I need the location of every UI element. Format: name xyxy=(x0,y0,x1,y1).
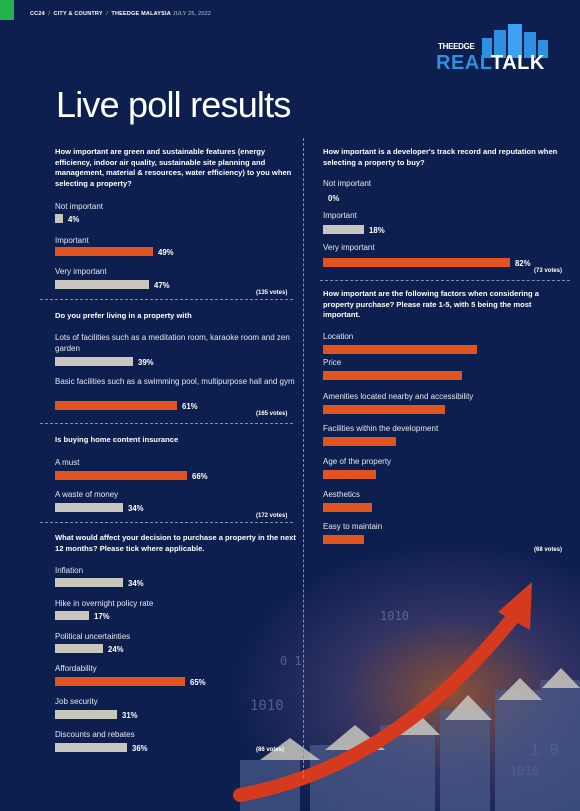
option-bar xyxy=(323,345,477,354)
option-bar xyxy=(55,247,153,256)
option-bar xyxy=(55,503,123,512)
option-percent: 82% xyxy=(514,258,531,268)
vote-count: (86 votes) xyxy=(256,747,285,753)
option-label: Not important xyxy=(323,179,372,188)
option-percent: 36% xyxy=(132,743,148,753)
section-divider xyxy=(40,423,293,424)
running-header: CC24 / CITY & COUNTRY / THEEDGE MALAYSIA… xyxy=(30,11,212,17)
section-divider xyxy=(320,280,570,281)
option-label: Not important xyxy=(55,202,104,211)
poll-question: Do you prefer living in a property with xyxy=(55,311,192,320)
poll-question: How important are the following factors … xyxy=(323,289,540,320)
vote-count: (135 votes) xyxy=(256,290,288,296)
publication-name: THEEDGE MALAYSIA xyxy=(111,11,171,17)
option-bar xyxy=(55,214,63,223)
option-label: Age of the property xyxy=(323,457,392,466)
option-bar xyxy=(323,535,364,544)
vote-count: (68 votes) xyxy=(534,547,563,553)
option-label: A must xyxy=(55,458,80,467)
option-percent: 34% xyxy=(128,578,144,588)
column-divider xyxy=(303,138,304,778)
option-label: Easy to maintain xyxy=(323,522,383,531)
option-label: Very important xyxy=(323,243,375,252)
option-bar xyxy=(55,280,149,289)
option-bar xyxy=(323,503,372,512)
option-percent: 65% xyxy=(190,677,206,687)
option-label: Lots of facilities such as a meditation … xyxy=(55,333,290,353)
logo-real: REAL xyxy=(436,52,491,74)
option-label: Hike in overnight policy rate xyxy=(55,599,154,608)
logo-talk: TALK xyxy=(490,52,545,74)
option-label: Discounts and rebates xyxy=(55,730,135,739)
section-divider xyxy=(40,522,293,523)
skyline-logo-icon xyxy=(482,24,548,58)
vote-count: (165 votes) xyxy=(256,411,288,417)
option-label: Location xyxy=(323,332,354,341)
option-percent: 61% xyxy=(182,401,198,411)
option-percent: 24% xyxy=(108,644,124,654)
city-growth-illustration: 1010 0 1 1010 1 0 1010 xyxy=(233,582,580,811)
option-label: Basic facilities such as a swimming pool… xyxy=(55,377,295,386)
option-label: Facilities within the development xyxy=(323,424,439,433)
option-bar xyxy=(55,611,89,620)
option-percent: 47% xyxy=(154,280,170,290)
option-percent: 66% xyxy=(192,471,208,481)
option-label: A waste of money xyxy=(55,490,119,499)
option-bar xyxy=(323,371,463,380)
option-percent: 49% xyxy=(158,247,174,257)
option-bar xyxy=(323,225,365,234)
option-percent: 4% xyxy=(68,214,80,224)
option-bar xyxy=(55,578,123,587)
option-percent: 31% xyxy=(122,710,138,720)
page-number: CC24 xyxy=(30,11,45,17)
option-label: Affordability xyxy=(55,664,97,673)
option-label: Important xyxy=(55,236,89,245)
option-bar xyxy=(55,677,185,686)
section-name: CITY & COUNTRY xyxy=(53,11,103,17)
option-label: Important xyxy=(323,211,357,220)
section-divider xyxy=(40,299,293,300)
page-title: Live poll results xyxy=(56,84,291,125)
option-percent: 0% xyxy=(328,193,340,203)
option-label: Price xyxy=(323,358,342,367)
option-bar xyxy=(55,710,117,719)
option-label: Political uncertainties xyxy=(55,632,131,641)
option-bar xyxy=(55,401,177,410)
option-bar xyxy=(55,471,187,480)
svg-text:0 1: 0 1 xyxy=(280,654,302,668)
svg-text:1010: 1010 xyxy=(250,698,284,714)
poll-question: What would affect your decision to purch… xyxy=(55,533,296,553)
poll-question: Is buying home content insurance xyxy=(55,435,179,444)
option-label: Aesthetics xyxy=(323,490,360,499)
option-bar xyxy=(55,743,127,752)
vote-count: (73 votes) xyxy=(534,268,563,274)
issue-date: JULY 25, 2022 xyxy=(172,11,212,17)
option-bar xyxy=(55,357,133,366)
option-label: Inflation xyxy=(55,566,84,575)
option-label: Amenities located nearby and accessibili… xyxy=(323,392,474,401)
option-percent: 17% xyxy=(94,611,110,621)
option-percent: 39% xyxy=(138,357,154,367)
option-bar xyxy=(323,258,510,267)
option-percent: 34% xyxy=(128,503,144,513)
section-tab xyxy=(0,0,14,20)
option-percent: 18% xyxy=(369,225,385,235)
option-bar xyxy=(323,437,396,446)
option-bar xyxy=(323,405,445,414)
svg-text:1010: 1010 xyxy=(380,609,409,623)
logo-publisher: THEEDGE xyxy=(438,42,475,51)
option-bar xyxy=(55,644,103,653)
option-label: Very important xyxy=(55,267,107,276)
option-label: Job security xyxy=(55,697,98,706)
poll-question: How important is a developer's track rec… xyxy=(323,147,558,167)
poll-question: How important are green and sustainable … xyxy=(55,147,292,188)
logo-wordmark: REALTALK xyxy=(436,52,545,75)
vote-count: (172 votes) xyxy=(256,513,288,519)
option-bar xyxy=(323,470,377,479)
